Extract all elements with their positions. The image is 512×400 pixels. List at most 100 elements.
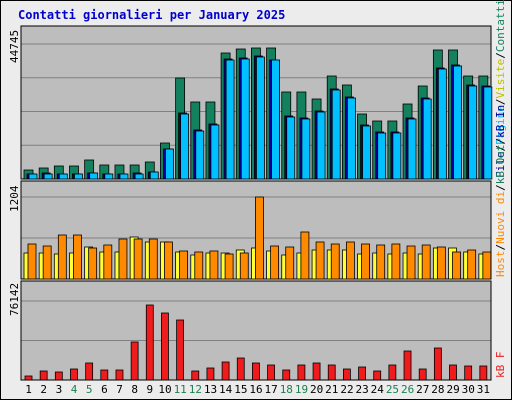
bar-pagine-day-17 [271,59,280,180]
bar-host-day-20 [315,241,325,280]
bar-pagine-day-6 [104,173,114,180]
bar-host-day-28 [436,246,446,280]
bar-pagine-day-22 [346,97,356,180]
bar-pagine-day-15 [240,58,250,180]
y-max-label-top: 44745 [8,30,21,63]
bar-pagine-day-18 [286,116,296,180]
x-tick-label: 12 [189,383,202,396]
x-tick-label: 16 [249,383,262,396]
bar-pagine-day-4 [74,173,83,180]
legend-label: Pagine [494,105,507,145]
legend-separator: / [494,138,507,145]
y-max-label-bottom: 76142 [8,283,21,316]
chart-title: Contatti giornalieri per January 2025 [18,8,286,22]
bar-host-day-12 [194,251,204,280]
bar-host-day-15 [239,252,249,280]
x-tick-label: 24 [371,383,385,396]
x-tick-label: 18 [280,383,293,396]
bar-host-day-4 [73,234,82,280]
x-tick-label: 31 [477,383,490,396]
x-tick-label: 8 [131,383,138,396]
bar-host-day-30 [467,249,477,280]
y-axis-labels: 44745 1204 76142 [8,30,21,316]
bar-pagine-day-21 [331,89,341,180]
bar-kb-f-day-29 [449,364,457,381]
bar-pagine-day-5 [89,172,99,180]
bar-pagine-day-20 [316,111,326,180]
x-tick-label: 7 [116,383,123,396]
legend-separator: / [494,184,507,191]
legend-bottom: kB F [494,352,507,379]
x-tick-label: 6 [101,383,108,396]
bar-kb-f-day-17 [267,364,275,381]
x-tick-label: 26 [401,383,414,396]
bar-kb-f-day-25 [388,364,397,381]
bar-kb-f-day-24 [373,370,382,381]
bar-pagine-day-7 [119,173,129,180]
bar-kb-f-day-2 [39,370,48,381]
chart-bars [23,47,493,381]
bar-pagine-day-11 [180,113,190,180]
bar-kb-f-day-16 [252,362,260,381]
bar-kb-f-day-21 [327,364,336,381]
bar-host-day-7 [118,238,128,280]
x-tick-label: 20 [310,383,323,396]
x-tick-label: 15 [234,383,247,396]
bar-kb-f-day-23 [358,366,366,381]
bar-kb-f-day-10 [161,312,169,381]
y-max-label-middle: 1204 [8,185,21,212]
x-tick-label: 28 [431,383,444,396]
bar-kb-f-day-4 [70,368,78,381]
bar-pagine-day-30 [468,85,478,180]
bar-kb-f-day-11 [176,319,185,381]
bar-pagine-day-26 [407,118,417,180]
x-tick-label: 10 [158,383,171,396]
bar-host-day-31 [482,251,492,280]
legend-middle: Host/Nuovi di/kB Out/kB In [494,105,507,277]
bar-kb-f-day-5 [85,362,94,381]
bar-kb-f-day-22 [342,368,351,381]
bar-pagine-day-10 [165,148,174,180]
legend-label: Nuovi di [494,191,507,244]
bar-host-day-17 [270,245,279,280]
bar-kb-f-day-3 [54,371,63,381]
bar-host-day-6 [103,244,113,280]
bar-kb-f-day-12 [191,370,200,381]
bar-kb-f-day-20 [312,362,321,381]
bar-host-day-8 [133,238,143,280]
bar-pagine-day-19 [301,118,311,180]
legend-label: kB F [494,352,507,379]
bar-host-day-1 [27,243,37,280]
bar-pagine-day-23 [362,125,371,180]
bar-kb-f-day-9 [145,304,154,381]
x-tick-label: 30 [462,383,475,396]
bar-host-day-13 [209,250,219,280]
legend-label: Contatti [494,0,507,52]
x-tick-label: 2 [40,383,47,396]
x-tick-label: 29 [446,383,459,396]
bar-pagine-day-29 [453,65,462,180]
legend-label: File [494,152,507,179]
bar-kb-f-day-13 [206,367,215,381]
bar-pagine-day-1 [28,173,38,180]
bar-host-day-3 [57,234,67,280]
bar-kb-f-day-26 [403,350,412,381]
bar-host-day-23 [361,243,370,280]
bar-host-day-21 [330,243,340,280]
legend-separator: / [494,52,507,59]
bar-host-day-5 [88,247,98,280]
bar-pagine-day-31 [483,86,493,180]
legend-separator: / [494,99,507,106]
bar-kb-f-day-7 [115,369,124,381]
bar-host-day-22 [345,241,355,280]
legend-separator: / [494,145,507,152]
bar-kb-f-day-6 [100,369,109,381]
bar-kb-f-day-30 [464,365,473,381]
bar-kb-f-day-1 [24,375,33,381]
x-tick-label: 3 [56,383,63,396]
bar-kb-f-day-18 [282,369,291,381]
bar-pagine-day-3 [58,173,68,180]
x-tick-label: 22 [340,383,353,396]
